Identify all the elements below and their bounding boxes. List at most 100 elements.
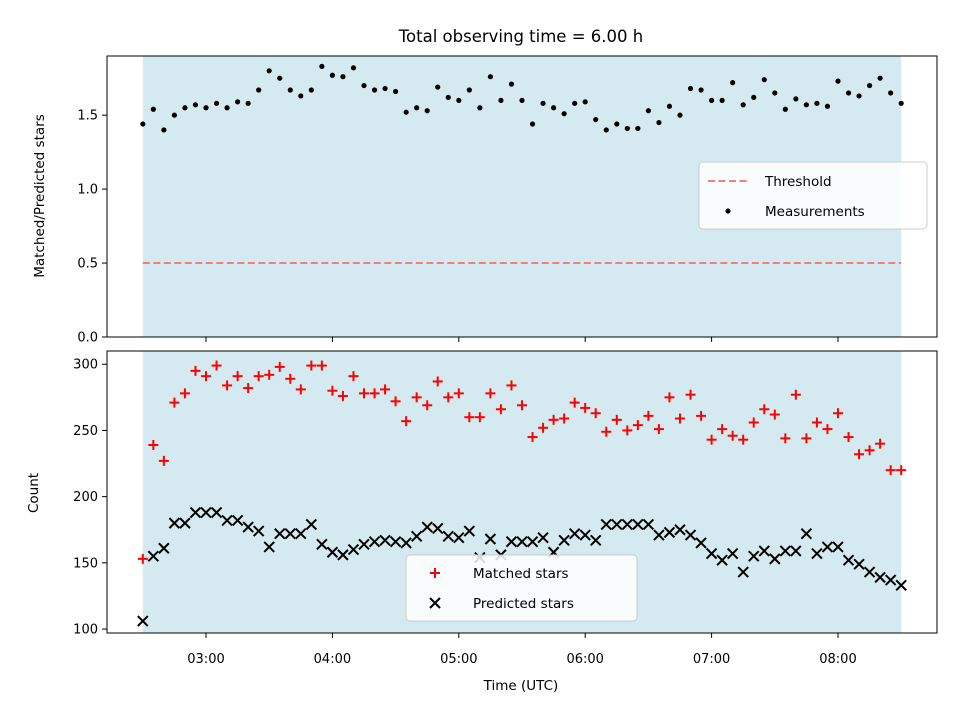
- matched-star-point: [285, 373, 296, 384]
- predicted-star-point: [379, 534, 391, 547]
- measurement-point: [361, 82, 367, 89]
- measurement-point: [656, 119, 662, 126]
- measurement-point: [277, 75, 283, 81]
- measurement-point: [203, 105, 209, 111]
- y-tick-label: 0.5: [77, 257, 98, 272]
- matched-star-point: [474, 412, 485, 423]
- measurement-point: [582, 99, 588, 105]
- measurement-point: [350, 65, 357, 71]
- matched-star-point: [885, 465, 896, 476]
- predicted-star-mark-b: [895, 579, 907, 592]
- matched-star-point: [148, 440, 159, 450]
- predicted-star-point: [158, 542, 170, 554]
- measurement-point: [782, 106, 788, 112]
- measurement-point: [256, 87, 262, 93]
- predicted-star-mark-b: [432, 522, 444, 535]
- predicted-star-point: [284, 527, 296, 540]
- predicted-star-mark-b: [168, 517, 181, 529]
- predicted-star-mark-b: [790, 545, 802, 557]
- predicted-star-point: [221, 514, 233, 527]
- legend-box: [698, 161, 928, 230]
- matched-star-point: [453, 388, 464, 399]
- measurement-point: [572, 100, 578, 106]
- matched-star-point: [538, 422, 549, 433]
- predicted-star-mark-b: [505, 535, 518, 548]
- matched-star-point: [611, 414, 622, 425]
- predicted-star-point: [874, 571, 886, 584]
- measurement-point: [435, 84, 441, 90]
- predicted-star-mark-b: [284, 527, 296, 540]
- measurement-point: [814, 100, 820, 106]
- predicted-star-mark-b: [705, 547, 718, 560]
- predicted-star-mark-b: [453, 531, 465, 544]
- measurement-point: [614, 121, 620, 127]
- matched-star-point: [759, 404, 770, 415]
- measurement-point: [603, 127, 609, 133]
- predicted-star-mark-b: [537, 531, 549, 544]
- measurement-point: [824, 103, 831, 109]
- measurement-point: [677, 112, 683, 118]
- measurement-point: [761, 77, 767, 83]
- chart-title: Total observing time = 6.00 h: [398, 27, 643, 46]
- measurement-point: [666, 103, 673, 109]
- matched-star-point: [664, 392, 675, 403]
- predicted-star-mark-b: [590, 534, 602, 547]
- predicted-star-mark-b: [400, 537, 412, 549]
- matched-star-point: [232, 371, 243, 382]
- predicted-star-mark-b: [653, 529, 665, 541]
- measurement-point: [161, 127, 167, 133]
- predicted-star-mark-b: [358, 538, 370, 551]
- predicted-star-point: [821, 541, 834, 553]
- matched-star-point: [137, 553, 148, 564]
- matched-star-point: [843, 432, 854, 443]
- measurement-point: [213, 100, 220, 106]
- predicted-star-mark-b: [737, 566, 749, 578]
- measurement-point: [319, 63, 325, 69]
- predicted-star-point: [337, 549, 349, 561]
- measurement-point: [235, 99, 241, 105]
- predicted-star-point: [632, 518, 644, 531]
- predicted-star-point: [410, 530, 423, 543]
- measurement-point: [192, 102, 199, 108]
- predicted-star-mark-b: [137, 615, 149, 627]
- measurement-point: [150, 106, 156, 112]
- measurement-point: [687, 85, 694, 92]
- measurement-point: [593, 116, 599, 123]
- predicted-star-mark-b: [621, 518, 634, 531]
- predicted-star-point: [463, 525, 476, 537]
- predicted-star-point: [200, 506, 212, 519]
- matched-star-point: [706, 434, 717, 445]
- matched-star-point: [243, 383, 254, 394]
- matched-star-point: [822, 424, 833, 435]
- predicted-star-point: [600, 518, 612, 531]
- predicted-star-mark-b: [368, 535, 381, 548]
- predicted-star-mark-b: [579, 529, 591, 541]
- matched-star-point: [495, 404, 506, 415]
- predicted-star-mark-b: [800, 527, 813, 540]
- predicted-star-mark-b: [695, 537, 707, 549]
- measurement-point: [308, 87, 314, 93]
- measurement-point: [414, 105, 420, 111]
- measurement-point: [645, 108, 651, 114]
- matched-star-point: [348, 371, 359, 382]
- predicted-star-point: [453, 531, 465, 544]
- matched-star-point: [559, 413, 570, 424]
- predicted-star-mark-b: [379, 534, 391, 547]
- matched-star-point: [264, 369, 275, 380]
- predicted-star-mark-b: [484, 533, 497, 545]
- measurement-point: [708, 97, 715, 103]
- predicted-star-mark-b: [221, 514, 233, 527]
- predicted-star-mark-b: [410, 530, 423, 543]
- legend-box: [405, 554, 638, 622]
- matched-star-point: [253, 371, 264, 382]
- x-axis-label: Time (UTC): [483, 678, 559, 694]
- measurement-point: [803, 102, 809, 108]
- matched-star-point: [780, 433, 791, 444]
- y-tick-label: 100: [73, 623, 98, 638]
- predicted-star-mark-b: [611, 518, 623, 531]
- predicted-star-point: [737, 566, 749, 578]
- measurement-point: [561, 111, 567, 117]
- predicted-star-mark-b: [526, 535, 539, 548]
- predicted-star-mark-b: [463, 525, 476, 537]
- measurement-point: [719, 97, 725, 103]
